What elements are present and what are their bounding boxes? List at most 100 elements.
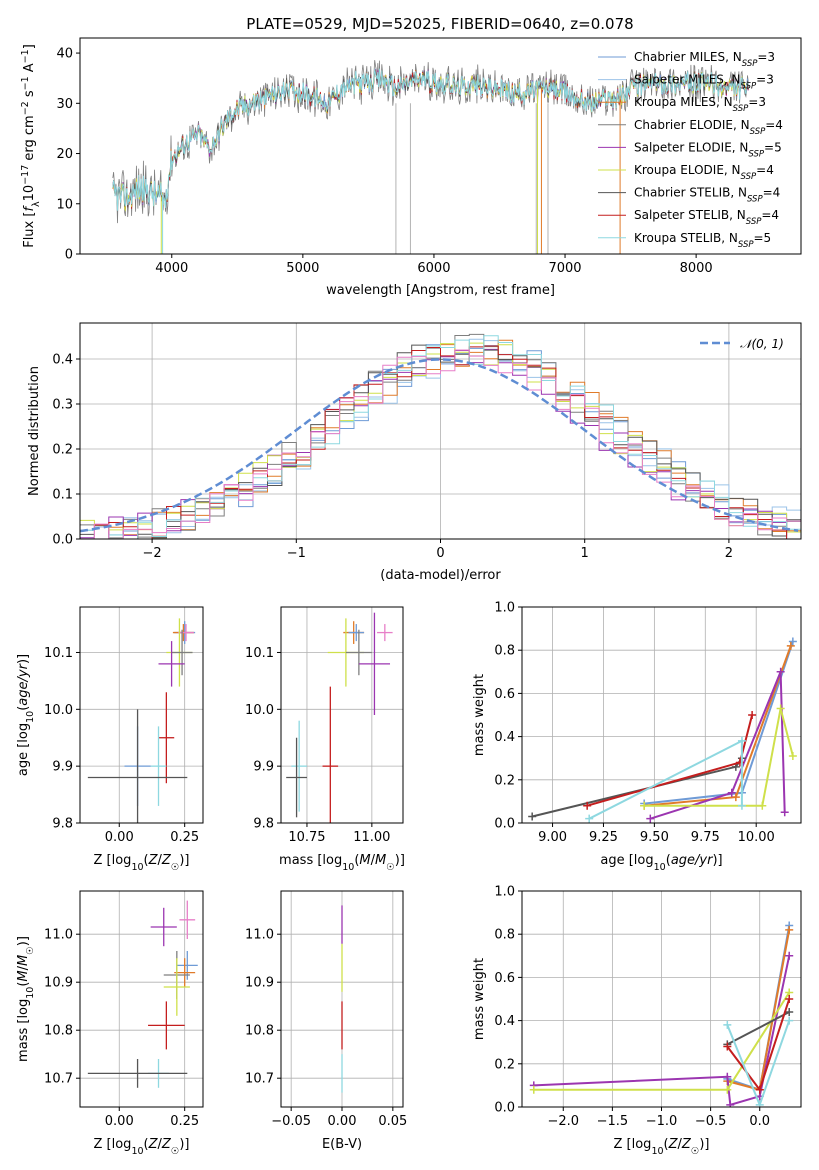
x-axis-label: Z [log10(Z/Z☉)] (94, 853, 190, 873)
label-part: )] (16, 936, 31, 946)
y-tick-label: 9.8 (253, 817, 274, 832)
label-part: Z (681, 1137, 692, 1152)
legend-label: Kroupa STELIB, NSSP=5 (634, 231, 771, 250)
y-axis-label: mass weight (472, 674, 487, 756)
legend-label-tail: =4 (761, 208, 779, 222)
legend-label-tail: =3 (756, 73, 774, 87)
plot-area (528, 637, 797, 823)
weight-marker (726, 1100, 735, 1107)
y-tick-label: 10.7 (44, 1072, 73, 1087)
label-part: ( (16, 706, 31, 711)
y-tick-label: 0.4 (494, 1014, 515, 1029)
weight-marker (786, 641, 795, 650)
label-part: mass weight (472, 958, 487, 1040)
label-part: −1 (20, 49, 31, 63)
label-part: ( (144, 1137, 149, 1152)
y-tick-label: 11.0 (44, 928, 73, 943)
legend-label-main: Kroupa MILES, N (634, 95, 733, 109)
label-part: age/yr (16, 662, 31, 705)
figure-title: PLATE=0529, MJD=52025, FIBERID=0640, z=0… (246, 15, 633, 33)
x-axis-label: mass [log10(M/M☉)] (279, 853, 405, 873)
x-tick-label: −0.5 (695, 1114, 727, 1129)
weight-line (726, 1020, 791, 1107)
x-tick-label: 0.00 (328, 1114, 357, 1129)
gaussian-curve (80, 358, 799, 533)
y-tick-label: 0.0 (494, 817, 515, 832)
weight-line (644, 708, 794, 807)
x-tick-label: 0.00 (105, 830, 134, 845)
legend-label: Salpeter ELODIE, NSSP=5 (634, 140, 782, 159)
errorbar-point (322, 686, 339, 823)
label-part: Z (668, 1137, 679, 1152)
label-part: Normed distribution (27, 366, 42, 496)
legend-label: Salpeter MILES, NSSP=3 (634, 73, 774, 92)
weight-marker (776, 667, 785, 676)
x-tick-label: 9.50 (640, 830, 669, 845)
weight-marker (529, 1085, 538, 1094)
label-part: ( (16, 982, 31, 987)
label-part: −1 (20, 76, 31, 90)
label-part: E(B-V) (322, 1137, 362, 1152)
errorbar-point (286, 737, 307, 818)
x-axis-label: Z [log10(Z/Z☉)] (94, 1137, 190, 1157)
y-tick-label: 0.2 (494, 1057, 515, 1072)
label-part: age/yr (671, 853, 714, 868)
legend-label-sub: SSP (748, 149, 764, 159)
legend-label: Chabrier ELODIE, NSSP=4 (634, 118, 783, 137)
label-part: −17 (20, 165, 31, 185)
y-tick-label: 10.8 (245, 1024, 274, 1039)
y-tick-label: 9.9 (52, 760, 73, 775)
label-part: ☉ (691, 1146, 700, 1157)
weight-marker (528, 812, 537, 821)
x-tick-label: 0 (436, 546, 444, 561)
plot-age-vs-Z: 0.00 0.25 9.8 9.9 10.0 10.1 Z [log10(Z/Z☉)] age… (16, 606, 204, 873)
y-tick-label: 0.8 (494, 644, 515, 659)
weight-series (585, 736, 746, 823)
y-tick-label: 0.2 (494, 773, 515, 788)
weight-series (640, 704, 797, 810)
y-tick-label: 9.8 (52, 817, 73, 832)
x-tick-label: 9.00 (538, 830, 567, 845)
label-part: f (22, 205, 37, 212)
legend-label-tail: =3 (748, 95, 766, 109)
label-part: )] (179, 1137, 189, 1152)
plot-massweight-vs-Z: −2.0 −1.5 −1.0 −0.5 0.0 0.0 0.2 0.4 0.6 0.8 1.0 Z [… (472, 885, 802, 1157)
weight-marker (785, 951, 794, 960)
label-part: ] (22, 44, 37, 49)
plot-area (286, 612, 393, 823)
x-tick-label: 0.0 (749, 1114, 770, 1129)
label-part: Z [log (94, 1137, 132, 1152)
errorbar-point (158, 641, 185, 687)
axes-decoration: 9.00 9.25 9.50 9.75 10.00 0.0 0.2 0.4 0.6 0.8 1.0 a… (472, 601, 802, 873)
legend-label-main: Salpeter MILES, N (634, 73, 741, 87)
y-tick-label: 10.0 (44, 703, 73, 718)
legend-label-sub: SSP (738, 240, 754, 250)
axes-decoration: 0.00 0.25 9.8 9.9 10.0 10.1 Z [log10(Z/Z☉)] age… (16, 606, 204, 873)
x-tick-label: 0.00 (105, 1114, 134, 1129)
x-tick-label: 6000 (417, 261, 450, 276)
x-tick-label: −2 (143, 546, 162, 561)
y-tick-label: 10.1 (44, 646, 73, 661)
axes-decoration: −0.05 0.00 0.05 10.7 10.8 10.9 11.0 E(B-V) (245, 890, 407, 1152)
label-part: / (158, 853, 163, 868)
histogram-kroupa-elodie (80, 342, 801, 539)
x-tick-label: −1.0 (646, 1114, 678, 1129)
histogram-extra (80, 349, 801, 539)
axes-decoration: −2 −1 0 1 2 0.0 0.1 0.2 0.3 0.4 𝒩(0, 1) (data-model… (27, 322, 802, 583)
weight-line (531, 757, 743, 818)
weight-marker (723, 1072, 732, 1081)
histogram-salpeter-stelib (80, 345, 801, 539)
x-tick-label: −2.0 (547, 1114, 579, 1129)
y-axis-label: age [log10(age/yr)] (16, 654, 36, 776)
x-tick-label: 0.25 (170, 1114, 199, 1129)
x-tick-label: 0.25 (170, 830, 199, 845)
x-tick-label: −1.5 (597, 1114, 629, 1129)
weight-marker (731, 793, 740, 802)
errorbar-point (345, 629, 372, 676)
y-tick-label: 10.7 (245, 1072, 274, 1087)
label-part: )] (16, 654, 31, 664)
axes-frame (79, 606, 204, 824)
label-part: erg cm (22, 115, 37, 164)
weight-series (723, 1007, 794, 1049)
